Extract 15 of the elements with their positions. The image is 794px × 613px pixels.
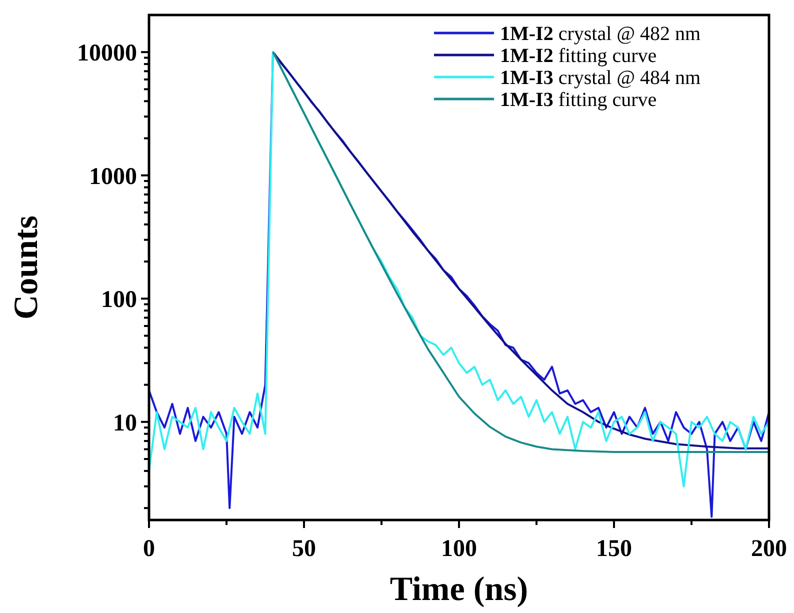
legend-label: 1M-I2 crystal @ 482 nm: [500, 23, 702, 45]
y-tick-label: 10000: [77, 40, 137, 67]
x-tick-label: 150: [596, 536, 632, 562]
x-tick-label: 0: [143, 536, 155, 562]
x-tick-label: 100: [441, 536, 477, 562]
x-tick-label: 200: [751, 536, 787, 562]
x-tick-label: 50: [292, 536, 316, 562]
y-tick-label: 1000: [89, 164, 137, 190]
legend-label: 1M-I3 fitting curve: [500, 89, 657, 111]
y-axis-title: Counts: [8, 216, 45, 320]
y-tick-label: 100: [101, 287, 137, 314]
legend-label: 1M-I3 crystal @ 484 nm: [500, 67, 702, 89]
legend-label: 1M-I2 fitting curve: [500, 45, 657, 67]
y-tick-label: 10: [113, 410, 137, 436]
x-axis-title: Time (ns): [390, 571, 528, 608]
